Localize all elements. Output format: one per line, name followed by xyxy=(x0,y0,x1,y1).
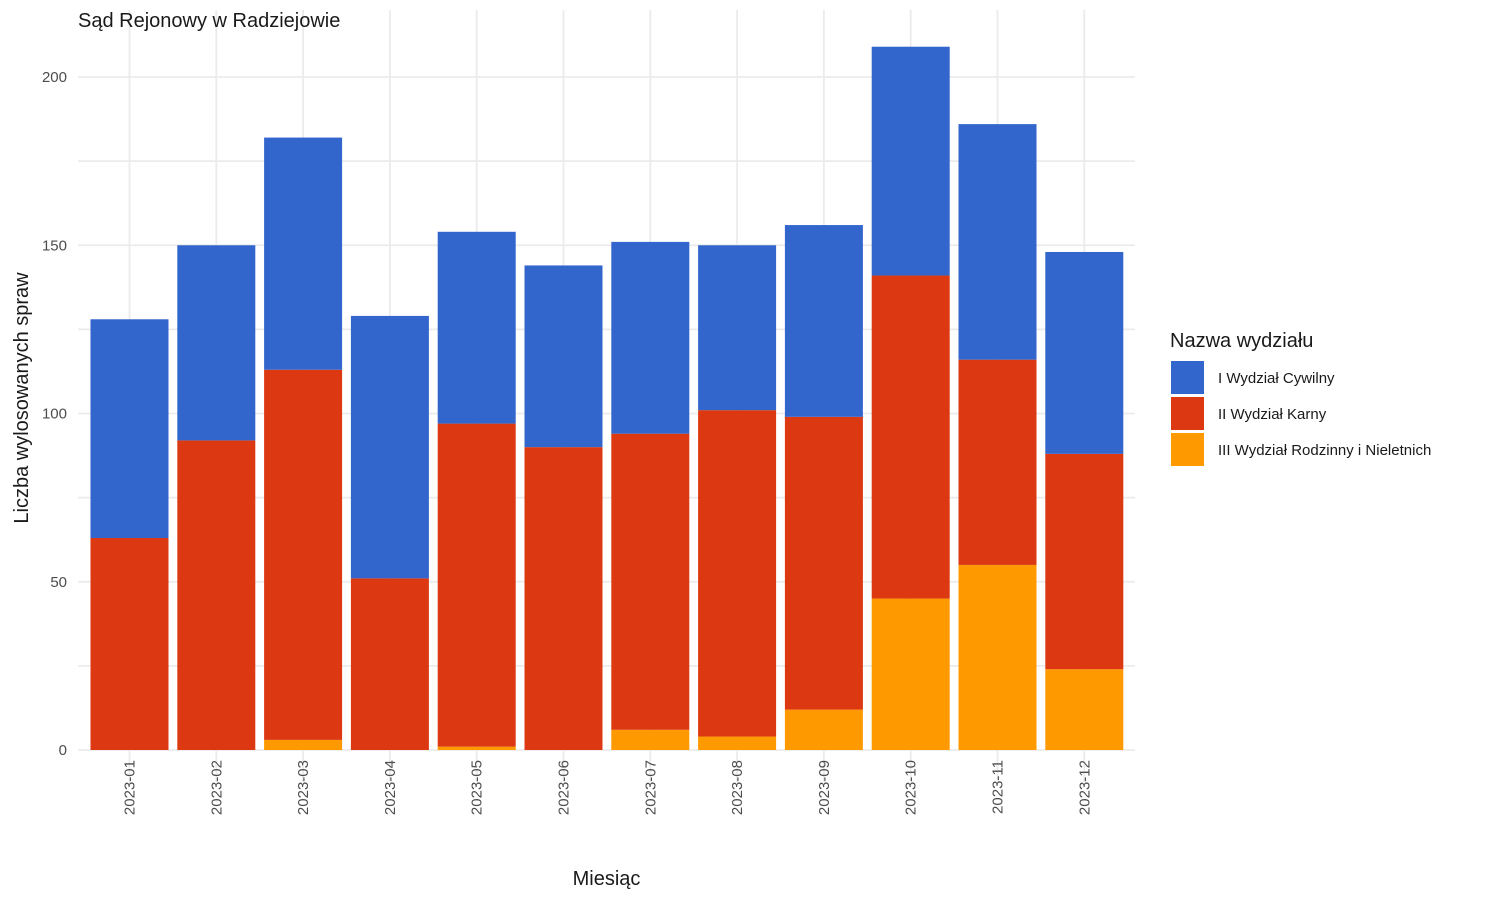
x-axis-title: Miesiąc xyxy=(573,868,641,890)
bar-segment xyxy=(90,319,169,539)
bar-segment xyxy=(698,245,777,411)
bar-segment xyxy=(524,265,603,448)
bar-segment xyxy=(611,729,690,750)
bar-segment xyxy=(177,245,256,441)
legend-label: II Wydział Karny xyxy=(1218,406,1327,423)
x-tick-label: 2023-01 xyxy=(122,760,139,815)
bar-segment xyxy=(784,225,863,417)
legend-title: Nazwa wydziału xyxy=(1170,330,1313,352)
legend-items: I Wydział Cywilny II Wydział Karny III Wyd… xyxy=(1171,361,1431,466)
legend-swatch xyxy=(1171,361,1204,394)
bar-segment xyxy=(611,241,690,434)
bar-segment xyxy=(437,231,516,424)
chart-title: Sąd Rejonowy w Radziejowie xyxy=(78,10,340,32)
x-tick-label: 2023-10 xyxy=(903,760,920,815)
x-tick-label: 2023-09 xyxy=(816,760,833,815)
x-tick-labels: 2023-01 2023-02 2023-03 2023-04 2023-05 2023-… xyxy=(122,760,1094,815)
bar-segment xyxy=(871,46,950,276)
x-tick-label: 2023-02 xyxy=(208,760,225,815)
y-tick-label: 0 xyxy=(59,742,67,759)
y-tick-label: 150 xyxy=(42,237,67,254)
x-tick-label: 2023-03 xyxy=(295,760,312,815)
x-tick-label: 2023-12 xyxy=(1076,760,1093,815)
y-tick-label: 100 xyxy=(42,406,67,423)
bar-segment xyxy=(437,746,516,750)
x-tick-label: 2023-05 xyxy=(469,760,486,815)
bar-segment xyxy=(611,433,690,730)
bar-segment xyxy=(264,739,343,750)
bar-segment xyxy=(698,410,777,737)
bar-segment xyxy=(1045,669,1124,750)
x-tick-label: 2023-08 xyxy=(729,760,746,815)
y-tick-labels: 0 50 100 150 200 xyxy=(42,69,67,759)
legend: Nazwa wydziału I Wydział Cywilny II Wydzi… xyxy=(1170,330,1431,466)
bar-segment xyxy=(958,359,1037,565)
x-tick-label: 2023-11 xyxy=(990,760,1007,814)
x-tick-label: 2023-06 xyxy=(556,760,573,815)
y-tick-label: 200 xyxy=(42,69,67,86)
x-tick-label: 2023-07 xyxy=(642,760,659,815)
y-tick-label: 50 xyxy=(50,574,67,591)
bar-segment xyxy=(698,736,777,750)
legend-swatch xyxy=(1171,397,1204,430)
bar-segment xyxy=(784,709,863,750)
bar-segment xyxy=(524,447,603,750)
bar-segment xyxy=(784,416,863,710)
y-axis-title: Liczba wylosowanych spraw xyxy=(11,272,33,524)
bars xyxy=(90,46,1124,750)
legend-label: III Wydział Rodzinny i Nieletnich xyxy=(1218,442,1431,459)
bar-segment xyxy=(1045,251,1124,454)
bar-segment xyxy=(1045,453,1124,670)
legend-swatch xyxy=(1171,433,1204,466)
bar-segment xyxy=(871,275,950,599)
bar-segment xyxy=(871,598,950,750)
bar-segment xyxy=(350,315,429,579)
bar-segment xyxy=(90,538,169,750)
bar-segment xyxy=(350,578,429,750)
x-tick-label: 2023-04 xyxy=(382,760,399,815)
bar-segment xyxy=(958,564,1037,750)
bar-segment xyxy=(264,137,343,370)
bar-segment xyxy=(177,440,256,750)
bar-segment xyxy=(958,124,1037,360)
bar-segment xyxy=(437,423,516,747)
legend-label: I Wydział Cywilny xyxy=(1218,370,1335,387)
bar-segment xyxy=(264,369,343,740)
